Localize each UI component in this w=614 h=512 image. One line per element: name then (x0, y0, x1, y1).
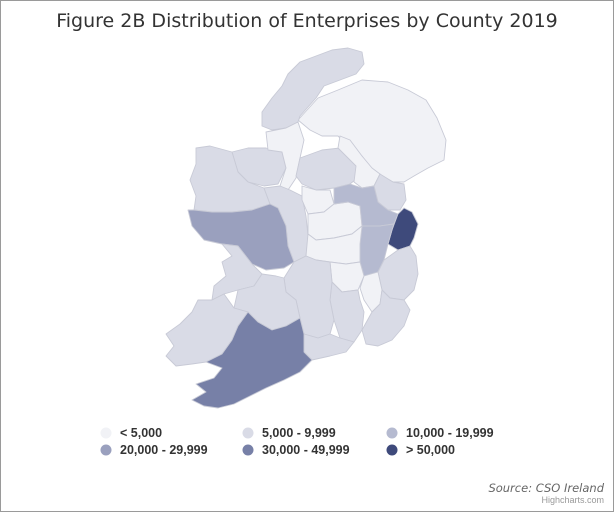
region-cork[interactable] (191, 311, 313, 409)
legend-label: < 5,000 (120, 426, 162, 440)
legend-label: 20,000 - 29,999 (120, 443, 208, 457)
legend-swatch (242, 427, 254, 439)
chart-title: Figure 2B Distribution of Enterprises by… (56, 10, 558, 32)
legend-item[interactable]: > 50,000 (386, 443, 456, 457)
legend: < 5,000 5,000 - 9,999 10,000 - 19,999 20,00… (100, 426, 494, 457)
legend-label: 30,000 - 49,999 (262, 443, 350, 457)
region-wexford[interactable] (361, 289, 411, 347)
legend-item[interactable]: 30,000 - 49,999 (242, 443, 350, 457)
legend-label: > 50,000 (406, 443, 455, 457)
legend-label: 5,000 - 9,999 (262, 426, 336, 440)
legend-label: 10,000 - 19,999 (406, 426, 494, 440)
region-kerry[interactable] (165, 293, 249, 367)
legend-item[interactable]: < 5,000 (100, 426, 163, 440)
legend-item[interactable]: 20,000 - 29,999 (100, 443, 208, 457)
legend-item[interactable]: 10,000 - 19,999 (386, 426, 494, 440)
region-donegal[interactable] (261, 47, 365, 131)
credits-link[interactable]: Highcharts.com (541, 495, 604, 505)
legend-swatch (386, 427, 398, 439)
region-galway[interactable] (187, 203, 295, 271)
legend-item[interactable]: 5,000 - 9,999 (242, 426, 336, 440)
source-note: Source: CSO Ireland (488, 481, 604, 495)
region-leitrim[interactable] (265, 121, 305, 191)
legend-swatch (100, 444, 112, 456)
legend-swatch (242, 444, 254, 456)
legend-swatch (100, 427, 112, 439)
region-kilkenny[interactable] (329, 281, 365, 343)
legend-swatch (386, 444, 398, 456)
